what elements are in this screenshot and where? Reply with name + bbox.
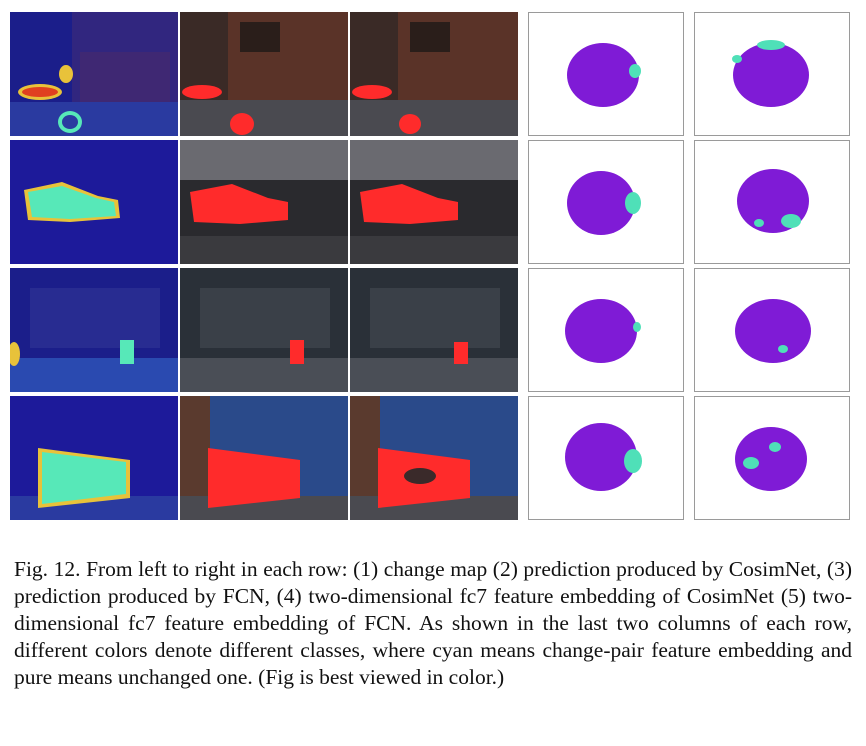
cosimnet-prediction-row-1 — [180, 12, 348, 136]
cosimnet-embedding-plot-row-3 — [528, 268, 684, 392]
figure-caption: Fig. 12. From left to right in each row:… — [14, 557, 852, 689]
cosimnet-embedding-plot-row-2 — [528, 140, 684, 264]
change-map-row-4 — [10, 396, 178, 520]
fcn-embedding-plot-row-1 — [694, 12, 850, 136]
cosimnet-prediction-row-3 — [180, 268, 348, 392]
fcn-embedding-plot-row-3 — [694, 268, 850, 392]
change-map-row-1 — [10, 12, 178, 136]
fcn-prediction-row-1 — [350, 12, 518, 136]
change-map-row-2 — [10, 140, 178, 264]
cosimnet-prediction-row-4 — [180, 396, 348, 520]
fcn-prediction-row-4 — [350, 396, 518, 520]
fcn-prediction-row-3 — [350, 268, 518, 392]
cosimnet-embedding-plot-row-4 — [528, 396, 684, 520]
change-map-row-3 — [10, 268, 178, 392]
fcn-embedding-plot-row-4 — [694, 396, 850, 520]
cosimnet-embedding-plot-row-1 — [528, 12, 684, 136]
figure-grid — [10, 12, 856, 524]
cosimnet-prediction-row-2 — [180, 140, 348, 264]
fcn-prediction-row-2 — [350, 140, 518, 264]
fcn-embedding-plot-row-2 — [694, 140, 850, 264]
